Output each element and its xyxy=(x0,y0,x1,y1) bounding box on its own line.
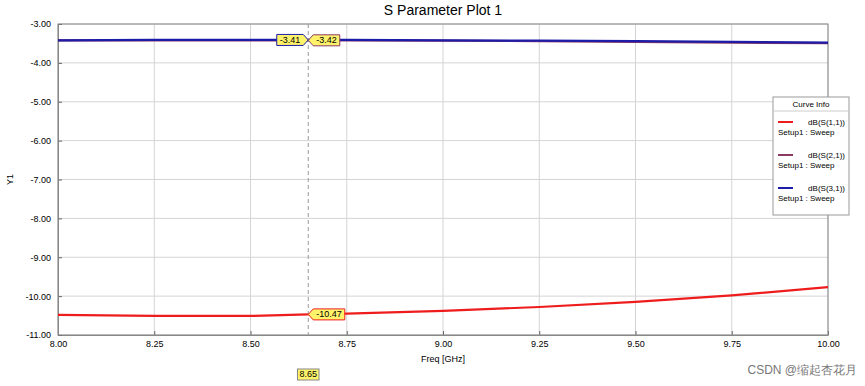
marker-labels: -10.47 -3.42 -3.41 xyxy=(277,34,345,319)
y-tick-mark xyxy=(58,63,62,64)
y-axis: -11.00 -10.00 -9.00 -8.00 -7.00 -6.00 -5.00 -4.… xyxy=(25,19,62,340)
y-tick-label: -5.00 xyxy=(30,97,51,107)
x-tick-mark xyxy=(732,331,733,335)
legend-sweep: Setup1 : Sweep xyxy=(778,161,835,170)
x-tick-mark xyxy=(539,331,540,335)
y-tick-label: -4.00 xyxy=(30,58,51,68)
x-tick: 9.25 xyxy=(531,331,549,349)
x-tick-mark xyxy=(251,331,252,335)
y-tick-label: -10.00 xyxy=(25,292,51,302)
x-axis-title: Freq [GHz] xyxy=(421,354,465,364)
grid-line-y xyxy=(58,257,828,258)
y-tick: -8.00 xyxy=(30,214,62,224)
grid-line-y xyxy=(58,218,828,219)
legend-swatch xyxy=(778,154,793,156)
x-tick-label: 8.00 xyxy=(50,339,68,349)
plot-area xyxy=(58,24,828,335)
grid-line-y xyxy=(58,101,828,102)
marker-x-box xyxy=(297,369,319,380)
plot-frame xyxy=(58,24,828,335)
x-tick-label: 8.50 xyxy=(242,339,260,349)
y-tick-mark xyxy=(58,141,62,142)
legend-label: dB(S(3,1)) xyxy=(808,184,845,193)
grid-line-y xyxy=(58,62,828,63)
x-tick: 9.50 xyxy=(627,331,645,349)
x-tick: 9.00 xyxy=(435,331,453,349)
y-tick-mark xyxy=(58,102,62,103)
y-tick: -5.00 xyxy=(30,97,62,107)
x-tick-mark xyxy=(443,331,444,335)
legend-box xyxy=(773,97,849,215)
marker-label-text: -3.42 xyxy=(316,35,337,45)
title: S Parameter Plot 1 xyxy=(384,2,502,18)
y-tick: -11.00 xyxy=(26,330,62,340)
series-line xyxy=(58,40,828,43)
marker-label-box xyxy=(277,34,309,45)
x-tick-label: 9.50 xyxy=(627,339,645,349)
x-tick-label: 9.25 xyxy=(531,339,549,349)
x-tick-label: 9.75 xyxy=(723,339,741,349)
y-tick-label: -3.00 xyxy=(30,19,51,29)
y-tick-label: -11.00 xyxy=(26,330,51,340)
series-line xyxy=(58,287,828,316)
y-tick-mark xyxy=(58,180,62,181)
x-tick: 8.25 xyxy=(146,331,164,349)
y-tick: -3.00 xyxy=(30,19,62,29)
legend-title: Curve Info xyxy=(793,100,830,109)
x-tick: 9.75 xyxy=(723,331,741,349)
legend-swatch xyxy=(778,121,793,123)
x-axis: 8.00 8.25 8.50 8.75 9.00 9.25 9.50 9.75 10.00 xyxy=(50,331,840,349)
watermark: CSDN @缩起杏花月 xyxy=(747,363,857,377)
legend-label: dB(S(1,1)) xyxy=(808,118,845,127)
x-tick-label: 8.75 xyxy=(338,339,356,349)
marker-label-box xyxy=(308,309,345,320)
legend: Curve InfodB(S(1,1))Setup1 : SweepdB(S(2… xyxy=(773,97,849,215)
y-tick-label: -9.00 xyxy=(30,253,51,263)
marker-label: -3.42 xyxy=(308,35,340,46)
series-group xyxy=(58,24,828,335)
marker-label-text: -3.41 xyxy=(280,35,301,45)
x-tick-label: 9.00 xyxy=(435,339,453,349)
x-tick: 8.50 xyxy=(242,331,260,349)
legend-label: dB(S(2,1)) xyxy=(808,151,845,160)
grid xyxy=(58,24,828,335)
y-tick-label: -7.00 xyxy=(30,175,51,185)
y-tick-mark xyxy=(58,257,62,258)
grid-line-y xyxy=(58,140,828,141)
legend-sweep: Setup1 : Sweep xyxy=(778,128,835,137)
x-tick: 8.75 xyxy=(338,331,356,349)
y-axis-title: Y1 xyxy=(5,174,15,185)
x-tick-mark xyxy=(154,331,155,335)
marker-label-text: -10.47 xyxy=(316,309,342,319)
legend-title-rule xyxy=(773,111,849,112)
y-tick: -9.00 xyxy=(30,253,62,263)
legend-swatch xyxy=(778,187,793,189)
x-tick-label: 8.25 xyxy=(146,339,164,349)
y-tick: -4.00 xyxy=(30,58,62,68)
marker-x-text: 8.65 xyxy=(299,369,317,379)
marker-label: -3.41 xyxy=(277,34,309,45)
series-line xyxy=(58,40,828,43)
chart: 8.00 8.25 8.50 8.75 9.00 9.25 9.50 9.75 10.00 -11… xyxy=(0,0,865,386)
x-tick-label: 10.00 xyxy=(817,339,840,349)
y-tick-label: -6.00 xyxy=(30,136,51,146)
y-tick: -10.00 xyxy=(25,292,62,302)
grid-line-y xyxy=(58,179,828,180)
y-tick-mark xyxy=(58,218,62,219)
y-tick-label: -8.00 xyxy=(30,214,51,224)
marker-x-label: 8.65 xyxy=(297,369,319,380)
legend-sweep: Setup1 : Sweep xyxy=(778,194,835,203)
y-tick: -7.00 xyxy=(30,175,62,185)
x-tick-mark xyxy=(636,331,637,335)
y-tick-mark xyxy=(58,296,62,297)
marker-label: -10.47 xyxy=(308,309,345,320)
marker-line xyxy=(308,24,309,335)
marker-label-box xyxy=(308,35,340,46)
y-tick: -6.00 xyxy=(30,136,62,146)
x-tick-mark xyxy=(347,331,348,335)
